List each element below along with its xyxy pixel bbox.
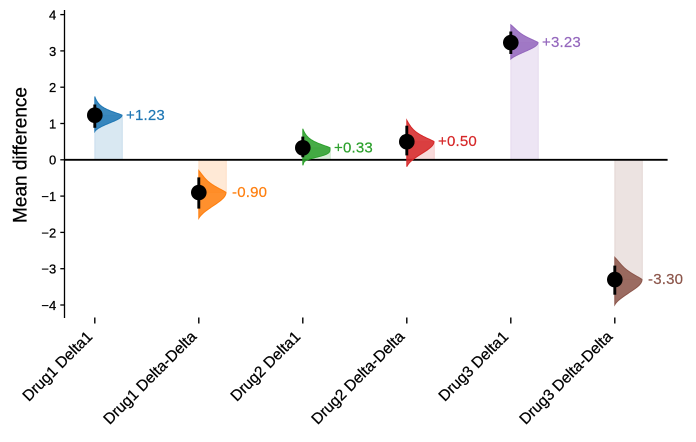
svg-text:4: 4 — [49, 8, 56, 23]
svg-text:-0.90: -0.90 — [232, 184, 267, 201]
svg-text:+3.23: +3.23 — [542, 34, 581, 51]
svg-text:−3: −3 — [41, 262, 56, 277]
svg-text:+0.50: +0.50 — [438, 133, 477, 150]
svg-text:−2: −2 — [41, 225, 56, 240]
svg-text:+0.33: +0.33 — [334, 139, 373, 156]
svg-text:3: 3 — [49, 44, 56, 59]
svg-text:−1: −1 — [41, 189, 56, 204]
svg-text:2: 2 — [49, 80, 56, 95]
svg-text:Mean difference: Mean difference — [11, 87, 32, 223]
svg-text:-3.30: -3.30 — [648, 271, 683, 288]
svg-text:+1.23: +1.23 — [126, 107, 165, 124]
svg-text:−4: −4 — [41, 298, 56, 313]
svg-text:0: 0 — [49, 153, 56, 168]
svg-text:1: 1 — [49, 116, 56, 131]
